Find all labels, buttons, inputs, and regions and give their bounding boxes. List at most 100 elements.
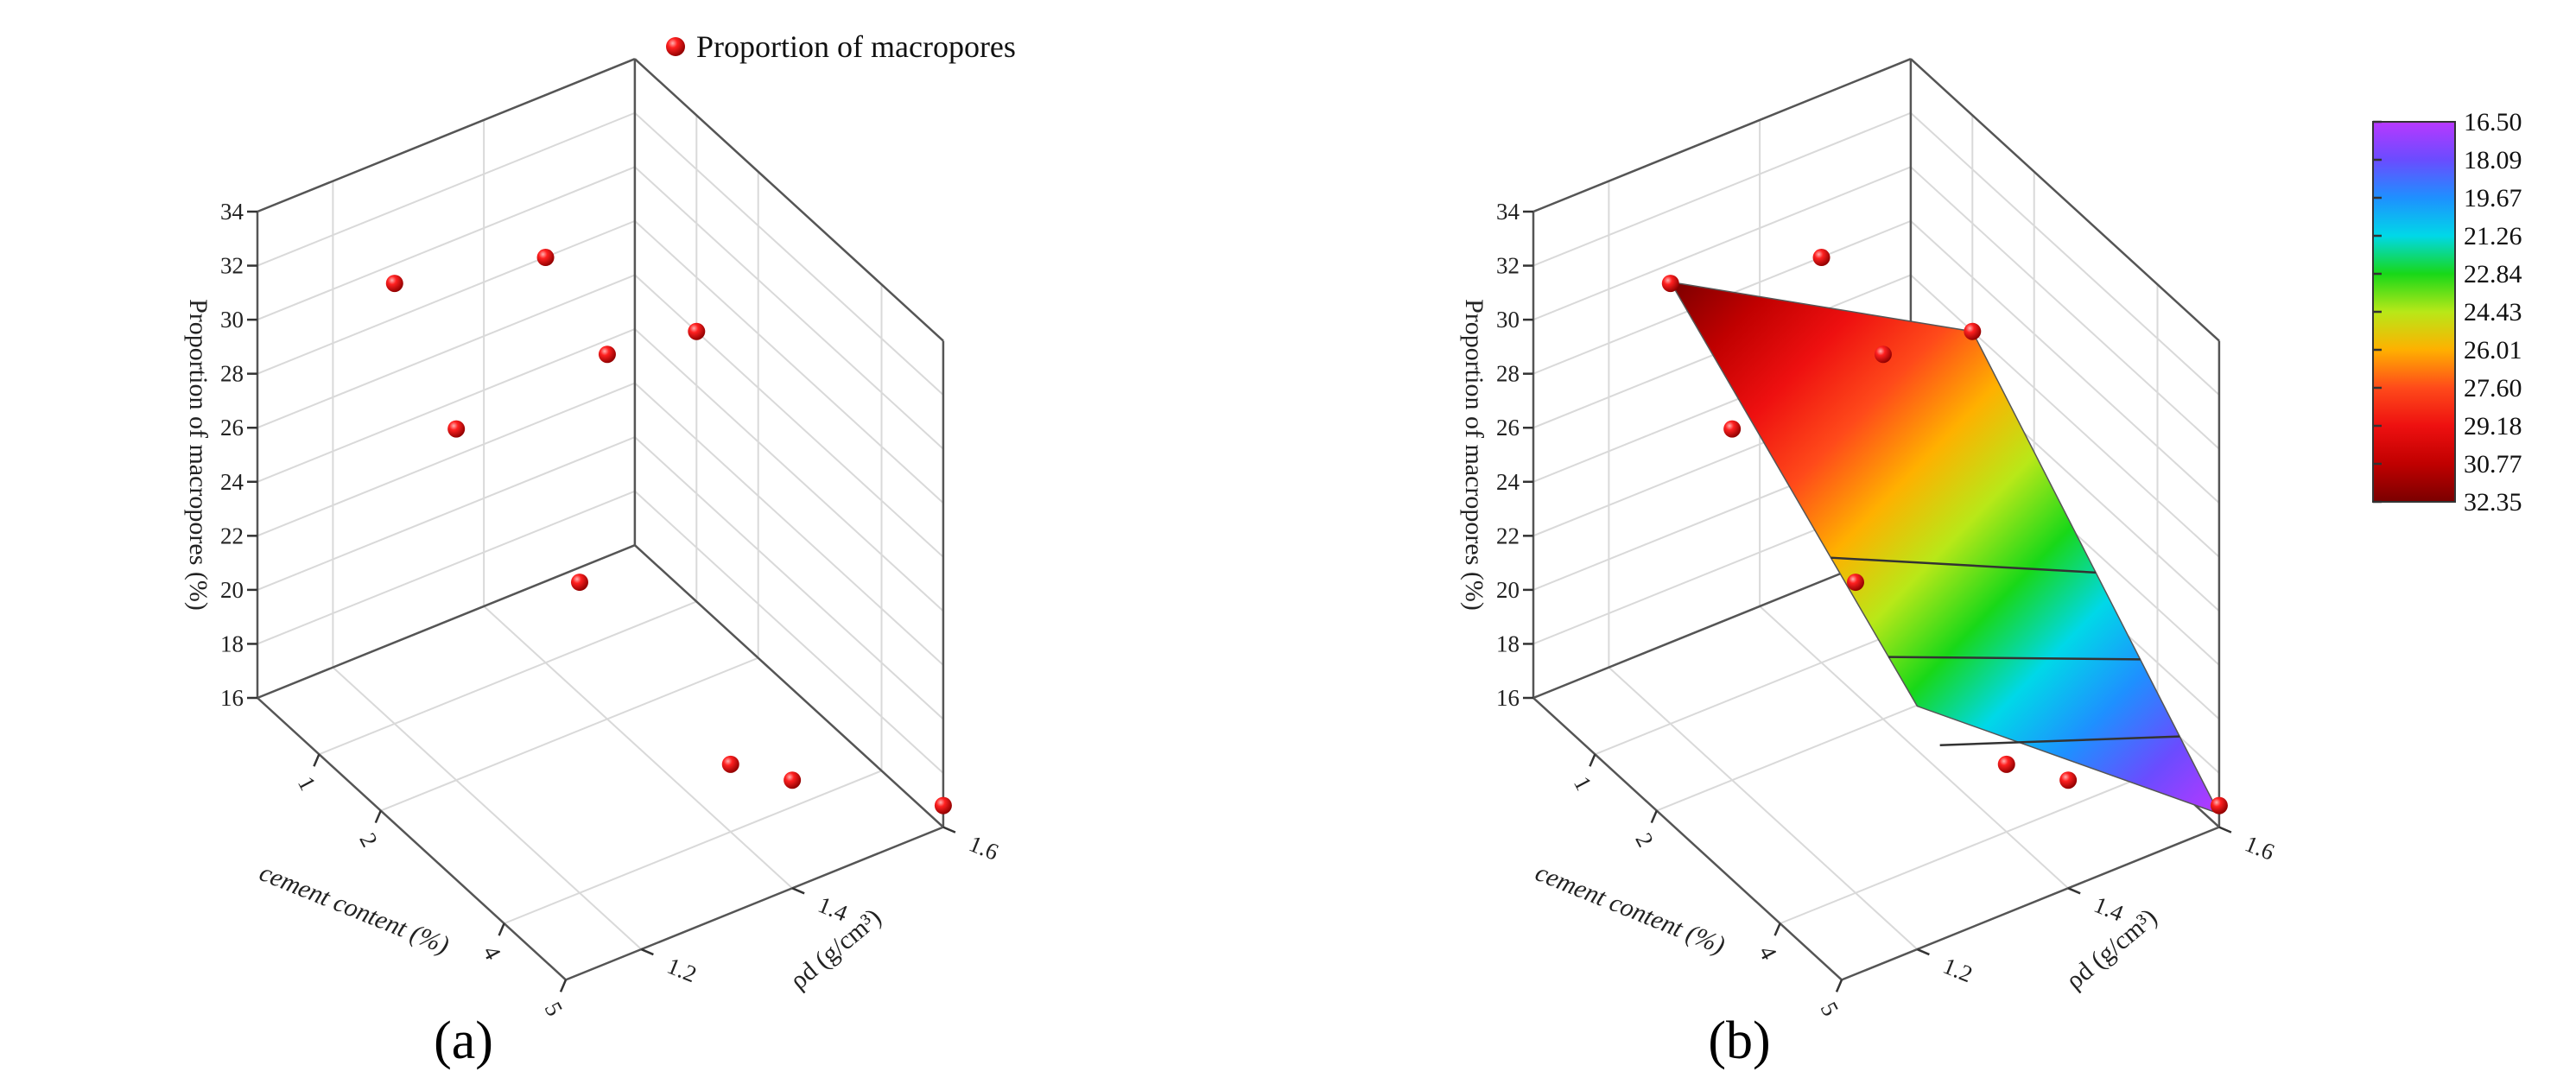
gridline [257,490,636,645]
data-point [1874,345,1892,364]
gridline [257,111,636,267]
data-point [784,771,802,789]
data-point [688,322,706,340]
gridline [634,220,944,504]
colorbar-tick-label: 19.67 [2464,184,2522,212]
axis-edge [565,826,944,981]
gridline [634,382,944,666]
z-tick-label: 20 [1496,577,1520,603]
data-point [1661,275,1679,293]
colorbar-tick-label: 30.77 [2464,450,2522,479]
panel-b-x-axis-label: cement content (%) [1532,858,1729,960]
y-tick-label: 1.6 [2242,830,2279,865]
panel-a-axes-frame [256,58,945,981]
gridline [1910,274,2220,558]
gridline [257,166,636,321]
data-point [536,249,555,267]
gridline [634,490,944,774]
panel-b-colorbar: 16.50 18.09 19.67 21.26 22.84 24.43 26.01 27.60… [2372,108,2522,517]
gridline [380,656,759,812]
x-tick-mark [559,979,568,992]
z-tick-label: 28 [220,361,244,387]
panel-b-fitted-surface [1669,281,2221,815]
axis-edge [634,58,944,342]
gridline [634,274,944,558]
y-tick-mark [791,887,805,895]
axis-edge [1910,58,2220,342]
surface-contour-line [1888,656,2141,661]
panel-a-data-points [385,249,952,815]
x-tick-label: 2 [354,828,383,851]
gridline [1780,770,2158,925]
z-tick-label: 32 [220,253,244,279]
axis-edge [1532,697,1843,981]
x-tick-mark [1589,753,1596,767]
surface-contour-line [1939,735,2180,746]
gridline [257,436,636,591]
panel-b-data-points [1661,249,2228,815]
gridline [257,382,636,537]
legend-label: Proportion of macropores [696,29,1016,64]
gridline [634,328,944,612]
data-point [1812,249,1830,267]
gridline [332,666,643,950]
y-tick-mark [2218,826,2232,834]
z-tick-label: 22 [220,523,244,548]
colorbar-gradient [2372,121,2456,503]
panel-a-gridlines [257,58,944,981]
colorbar-tick-label: 29.18 [2464,412,2522,441]
surface-contour-line [1830,556,2097,574]
z-tick-label: 16 [220,685,244,711]
panel-b-z-axis-label: Proportion of macropores (%) [1460,299,1488,611]
z-tick-label: 26 [1496,415,1520,441]
z-tick-label: 22 [1496,523,1520,548]
colorbar-tick-label: 27.60 [2464,374,2522,403]
gridline [1910,166,2220,450]
colorbar-tick-label: 24.43 [2464,298,2522,326]
gridline [1532,111,1912,267]
panel-a-x-axis-label: cement content (%) [256,858,454,960]
z-tick-label: 30 [220,307,244,333]
x-tick-mark [1773,922,1781,936]
x-tick-label: 4 [1754,941,1782,964]
x-tick-label: 4 [478,941,506,964]
colorbar-tick-label: 16.50 [2464,108,2522,136]
data-point [1723,420,1742,438]
y-tick-label: 1.2 [1939,953,1976,987]
z-tick-label: 34 [1496,199,1520,225]
z-tick-label: 20 [220,577,244,603]
gridline [483,605,793,890]
gridline [1532,166,1912,321]
x-tick-mark [374,810,382,824]
panel-a-legend: Proportion of macropores [666,29,1016,64]
z-tick-label: 30 [1496,307,1520,333]
data-point [570,574,588,592]
gridline [1759,605,2069,890]
gridline [504,770,882,925]
y-tick-label: 1.6 [966,830,1003,865]
data-point [1964,322,1982,340]
z-tick-label: 18 [220,631,244,656]
colorbar-tick-label: 21.26 [2464,222,2522,250]
axis-edge [257,544,636,700]
data-point [934,796,952,815]
data-point [2210,796,2228,815]
axis-edge [1532,58,1912,213]
surface-patch [1669,281,2221,815]
x-tick-label: 1 [1569,772,1597,795]
gridline [634,166,944,450]
gridline [634,436,944,720]
panel-a-caption: (a) [434,1011,493,1070]
gridline [257,219,636,375]
colorbar-tick-label: 22.84 [2464,260,2522,288]
legend-marker [666,37,685,56]
z-tick-label: 28 [1496,361,1520,387]
z-tick-label: 32 [1496,253,1520,279]
colorbar-tick-label: 26.01 [2464,336,2522,365]
gridline [1608,666,1919,950]
z-tick-label: 16 [1496,685,1520,711]
data-point [447,420,466,438]
gridline [1910,112,2220,396]
